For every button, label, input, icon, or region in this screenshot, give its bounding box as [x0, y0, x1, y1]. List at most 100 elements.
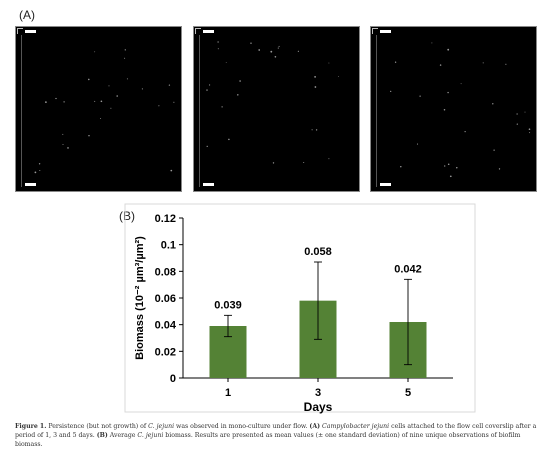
x-tick-label: 1 — [225, 387, 231, 399]
scale-bar — [380, 183, 391, 186]
cell-dot — [272, 162, 275, 164]
y-tick-label: 0 — [170, 373, 176, 385]
cell-dot — [482, 62, 484, 64]
cell-dot — [493, 149, 495, 151]
frame-line — [199, 35, 200, 187]
cell-dot — [221, 106, 223, 108]
cell-dot — [328, 62, 330, 64]
cell-dot — [258, 49, 261, 51]
panel-b-label: (B) — [119, 209, 135, 223]
scale-bar — [25, 30, 36, 33]
micrograph-day-1 — [15, 26, 182, 192]
y-tick-label: 0.08 — [155, 266, 176, 278]
caption-text: was observed in mono-culture under flow. — [174, 423, 310, 430]
cell-dot — [63, 101, 65, 103]
y-tick-label: 0.04 — [155, 320, 177, 332]
cell-dot — [394, 61, 397, 63]
biomass-bar-chart: 0 0.02 0.04 0.06 0.08 0.1 0.12 0.039 1 0.058 3 0.04… — [124, 203, 476, 414]
caption-text: biomass. Results are presented as mean v… — [15, 432, 521, 448]
frame-line — [376, 35, 377, 187]
cell-dot — [528, 128, 531, 131]
data-label: 0.042 — [394, 263, 422, 275]
cell-dot — [314, 86, 317, 88]
scale-bar — [203, 183, 214, 186]
cell-dot — [94, 100, 96, 102]
cell-dot — [209, 84, 211, 86]
x-tick-label: 5 — [405, 387, 411, 399]
corner-mark — [17, 28, 23, 34]
cell-dot — [124, 49, 126, 51]
cell-dot — [45, 101, 47, 103]
cell-dot — [338, 76, 340, 78]
cell-dot — [274, 56, 277, 58]
cell-dot — [314, 76, 316, 78]
cell-dots — [34, 49, 175, 174]
x-axis-label: Days — [304, 400, 333, 414]
corner-mark — [195, 28, 201, 34]
caption-text: Persistence (but not growth) of — [46, 423, 149, 430]
cell-dot — [108, 85, 110, 87]
cell-dot — [237, 94, 239, 96]
chart-border — [124, 203, 476, 413]
caption-text: Average — [107, 432, 138, 439]
cell-dot — [419, 95, 421, 97]
cell-dot — [38, 163, 41, 165]
data-label: 0.058 — [304, 246, 332, 258]
caption-part-label: (A) — [309, 423, 321, 430]
cell-dot — [447, 91, 449, 94]
cell-dot — [400, 165, 402, 168]
cell-dots — [206, 41, 340, 164]
cell-dot — [141, 88, 143, 90]
cell-dot — [390, 90, 392, 93]
cell-dot — [492, 103, 494, 105]
cell-dots — [390, 42, 531, 178]
frame-line — [21, 35, 22, 187]
cell-dot — [303, 161, 305, 164]
y-tick-label: 0.06 — [155, 293, 176, 305]
cell-dot — [39, 169, 41, 172]
cell-dot — [297, 50, 299, 52]
y-tick-label: 0.02 — [155, 346, 176, 358]
cell-dot — [529, 132, 531, 134]
micrograph-day-3 — [193, 26, 360, 192]
x-tick-label: 3 — [315, 387, 321, 399]
caption-species: Campylobacter jejuni — [322, 423, 390, 430]
cell-dot — [439, 64, 442, 66]
data-label: 0.039 — [214, 299, 242, 311]
cell-dot — [447, 48, 450, 51]
cell-dot — [88, 134, 90, 137]
scale-bar — [380, 30, 391, 33]
caption-part-label: (B) — [96, 432, 108, 439]
cell-dot — [416, 143, 419, 145]
y-tick-label: 0.1 — [161, 240, 176, 252]
cell-dot — [100, 100, 103, 103]
cell-dot — [239, 80, 241, 82]
cell-dot — [464, 131, 466, 133]
cell-dot — [516, 123, 518, 125]
cell-dot — [170, 169, 173, 172]
cell-dot — [443, 108, 446, 111]
cell-dot — [250, 42, 252, 44]
cell-dot — [158, 105, 160, 107]
micrograph-day-5 — [370, 26, 537, 192]
cell-dot — [62, 133, 64, 135]
cell-dot — [328, 158, 330, 160]
cell-dot — [505, 63, 507, 65]
cell-dot — [524, 111, 526, 113]
cell-dot — [315, 129, 318, 131]
cell-dot — [498, 168, 501, 170]
cell-dot — [88, 78, 90, 81]
scale-bar — [25, 183, 36, 186]
cell-dot — [270, 50, 273, 53]
cell-dot — [277, 47, 279, 49]
scale-bar — [203, 30, 214, 33]
cell-dot — [173, 101, 175, 103]
cell-dot — [311, 129, 313, 131]
panel-a-label: (A) — [19, 8, 35, 22]
cell-dot — [55, 97, 57, 100]
cell-dot — [67, 147, 69, 149]
cell-dot — [116, 95, 118, 97]
cell-dot — [124, 57, 126, 59]
cell-dot — [431, 42, 433, 44]
corner-mark — [372, 28, 378, 34]
